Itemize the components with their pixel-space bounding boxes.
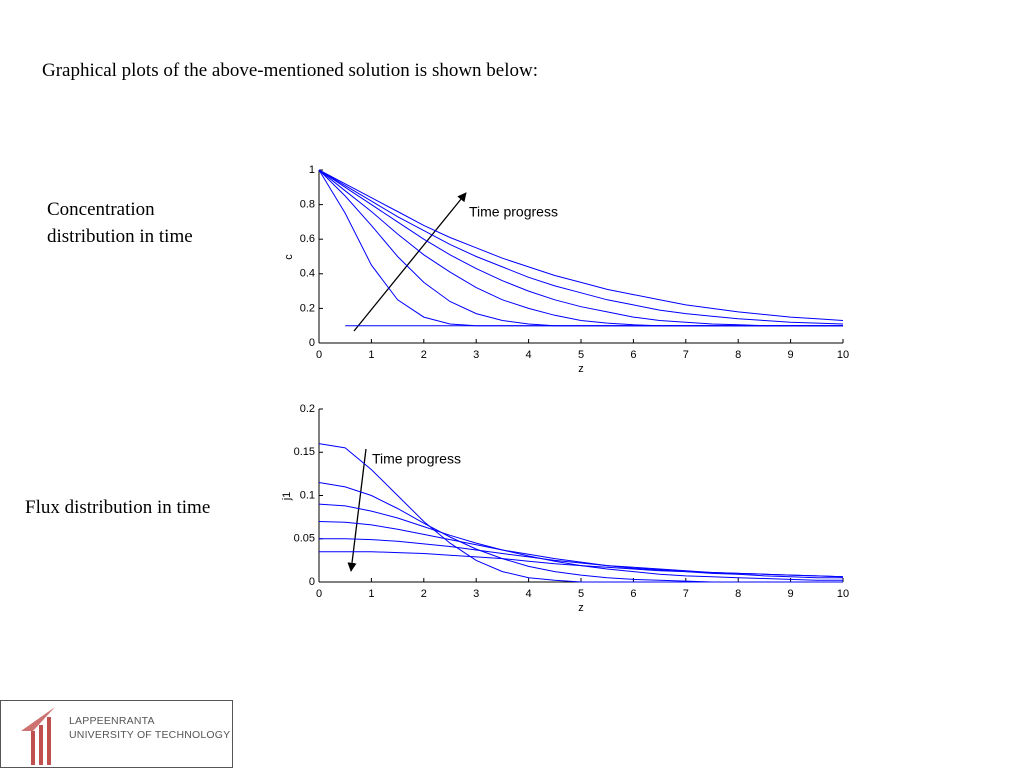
x-tick-label: 2 bbox=[421, 588, 427, 600]
logo-mark bbox=[21, 707, 55, 765]
x-tick-label: 8 bbox=[735, 588, 741, 600]
y-tick-label: 0.2 bbox=[300, 302, 315, 314]
annotation: Time progress bbox=[469, 204, 558, 220]
x-tick-label: 8 bbox=[735, 349, 741, 361]
y-tick-label: 0.2 bbox=[300, 403, 315, 415]
x-tick-label: 7 bbox=[683, 588, 689, 600]
arrow bbox=[347, 448, 367, 572]
data-line bbox=[319, 538, 844, 578]
y-axis-label: c bbox=[283, 254, 295, 260]
x-tick-label: 1 bbox=[368, 349, 374, 361]
x-tick-label: 4 bbox=[526, 349, 532, 361]
data-line bbox=[318, 503, 843, 581]
x-tick-label: 4 bbox=[526, 588, 532, 600]
logo-text: LAPPEENRANTA bbox=[69, 715, 155, 727]
data-line bbox=[318, 521, 843, 579]
y-tick-label: 0.05 bbox=[294, 533, 315, 545]
x-axis-label: z bbox=[578, 602, 584, 614]
x-tick-label: 3 bbox=[473, 349, 479, 361]
y-tick-label: 0.15 bbox=[294, 446, 315, 458]
data-line bbox=[318, 169, 844, 321]
y-tick-label: 0 bbox=[309, 576, 315, 588]
y-tick-label: 0.6 bbox=[300, 233, 315, 245]
data-line bbox=[318, 169, 843, 327]
arrow bbox=[353, 192, 467, 332]
y-tick-label: 0.4 bbox=[300, 268, 315, 280]
flux-label: Flux distribution in time bbox=[25, 497, 211, 518]
data-line bbox=[318, 169, 843, 327]
x-tick-label: 10 bbox=[837, 588, 849, 600]
y-tick-label: 0.1 bbox=[300, 489, 315, 501]
x-tick-label: 2 bbox=[421, 349, 427, 361]
y-axis-label: j1 bbox=[281, 492, 293, 502]
logo-text: UNIVERSITY OF TECHNOLOGY bbox=[69, 729, 231, 741]
x-tick-label: 3 bbox=[473, 588, 479, 600]
x-tick-label: 5 bbox=[578, 588, 584, 600]
y-tick-label: 0.8 bbox=[300, 199, 315, 211]
y-tick-label: 0 bbox=[309, 337, 315, 349]
x-tick-label: 1 bbox=[368, 588, 374, 600]
data-line bbox=[319, 551, 844, 578]
concentration-label: Concentration distribution in time bbox=[47, 199, 193, 247]
x-tick-label: 6 bbox=[630, 349, 636, 361]
x-tick-label: 0 bbox=[316, 588, 322, 600]
x-tick-label: 6 bbox=[630, 588, 636, 600]
x-tick-label: 7 bbox=[683, 349, 689, 361]
x-tick-label: 10 bbox=[837, 349, 849, 361]
heading: Graphical plots of the above-mentioned s… bbox=[42, 60, 539, 81]
y-tick-label: 1 bbox=[309, 164, 315, 176]
x-tick-label: 9 bbox=[788, 349, 794, 361]
x-axis-label: z bbox=[578, 363, 584, 375]
logo: LAPPEENRANTA UNIVERSITY OF TECHNOLOGY bbox=[0, 700, 233, 768]
data-line bbox=[318, 169, 843, 327]
data-line bbox=[318, 169, 843, 327]
x-tick-label: 9 bbox=[788, 588, 794, 600]
x-tick-label: 5 bbox=[578, 349, 584, 361]
annotation: Time progress bbox=[372, 451, 461, 467]
x-tick-label: 0 bbox=[316, 349, 322, 361]
data-line bbox=[318, 482, 843, 583]
data-line bbox=[318, 169, 844, 325]
